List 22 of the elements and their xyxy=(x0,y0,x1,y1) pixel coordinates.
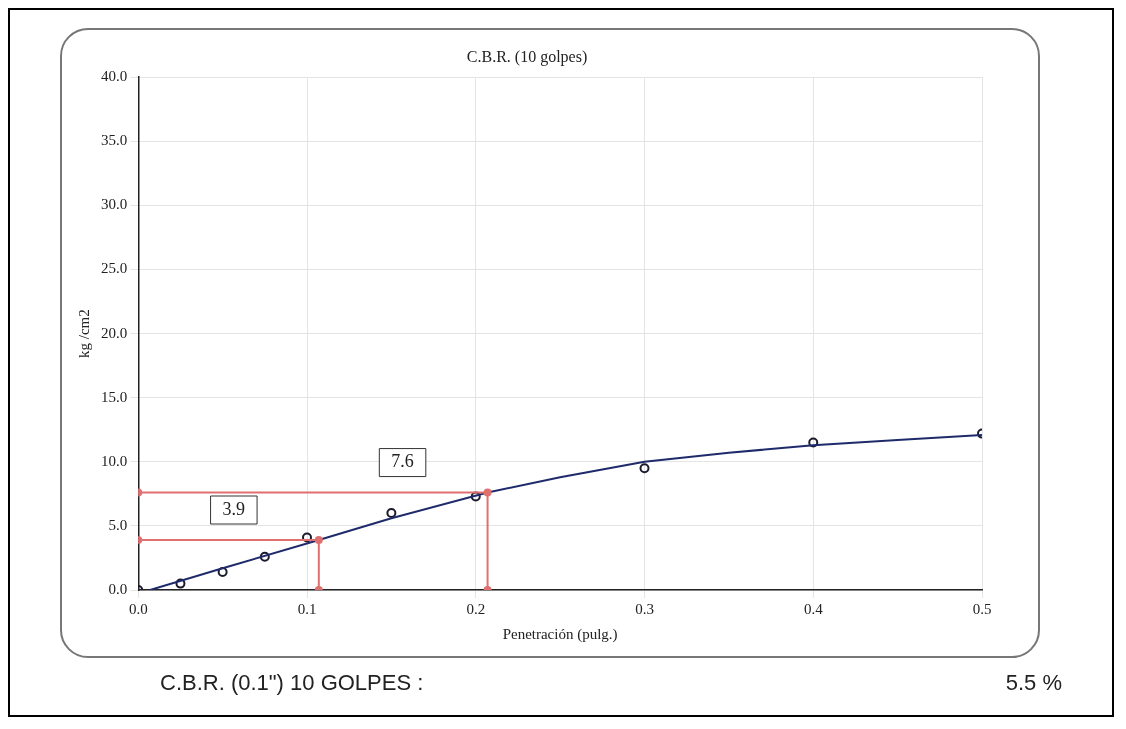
x-tick-label: 0.0 xyxy=(128,600,148,617)
annotation: 7.6 xyxy=(391,451,414,472)
y-tick-label: 20.0 xyxy=(101,324,128,341)
y-tick-label: 30.0 xyxy=(101,196,128,213)
x-tick-label: 0.1 xyxy=(297,600,317,617)
chart-title: C.B.R. (10 golpes) xyxy=(466,47,588,66)
y-tick-label: 15.0 xyxy=(101,388,128,405)
text: 5.5 % xyxy=(1005,670,1062,696)
y-axis-title: kg /cm2 xyxy=(75,309,92,358)
text: C.B.R. (0.1") 10 GOLPES : xyxy=(160,670,424,696)
x-tick-label: 0.5 xyxy=(972,600,992,617)
x-tick-label: 0.4 xyxy=(803,600,824,617)
y-tick-label: 10.0 xyxy=(101,452,128,469)
y-tick-label: 25.0 xyxy=(101,260,128,277)
y-tick-label: 5.0 xyxy=(108,516,128,533)
x-axis-title: Penetración (pulg.) xyxy=(502,625,618,643)
y-tick-label: 35.0 xyxy=(101,132,128,149)
annotation: 3.9 xyxy=(222,498,246,519)
y-tick-label: 0.0 xyxy=(108,580,128,597)
y-tick-label: 40.0 xyxy=(101,68,128,85)
x-tick-label: 0.3 xyxy=(635,600,654,617)
x-tick-label: 0.2 xyxy=(466,600,486,617)
